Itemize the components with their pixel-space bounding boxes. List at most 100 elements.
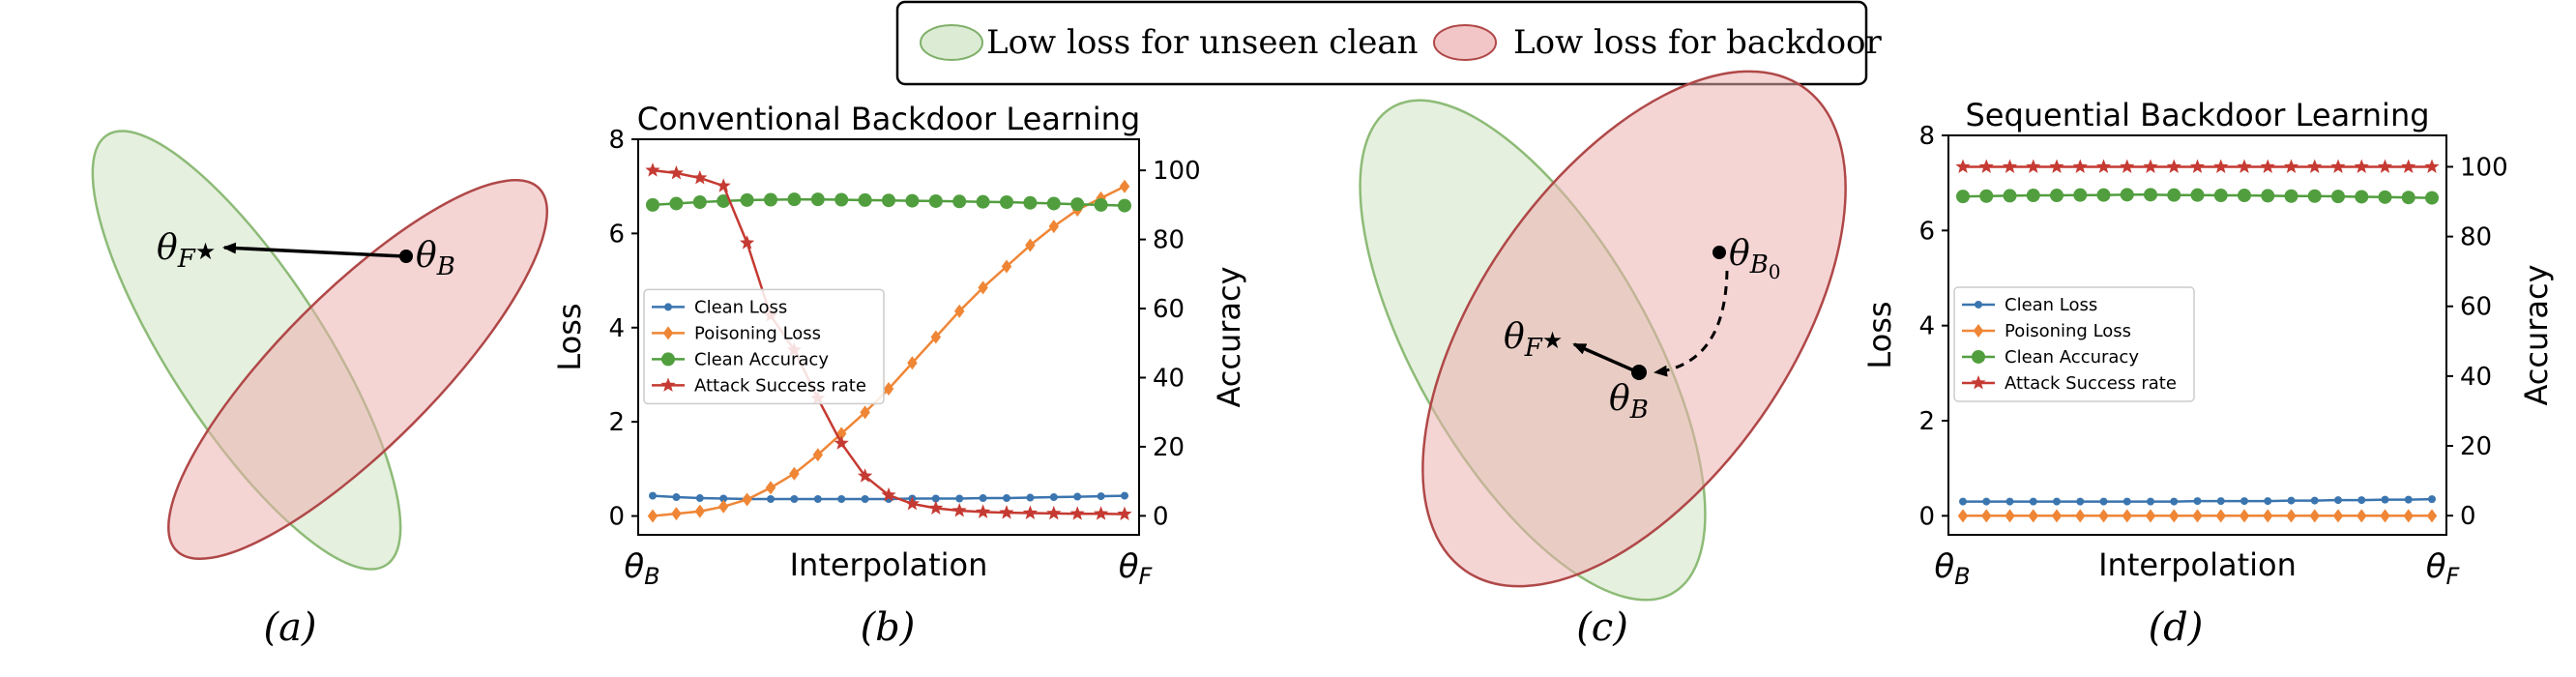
point-marker (2424, 159, 2440, 173)
backdoor-loss-region (1421, 70, 1847, 588)
point-marker (2380, 509, 2390, 523)
point-marker (1957, 509, 1969, 523)
point-marker (952, 194, 967, 209)
y-right-tick-label: 100 (1153, 157, 1201, 186)
point-marker (2003, 189, 2017, 203)
point-marker (1025, 238, 1036, 252)
point-marker (695, 494, 704, 503)
plot-frame (637, 138, 1140, 536)
point-marker (2263, 509, 2273, 523)
x-axis-label: Interpolation (2098, 546, 2297, 583)
point-marker (2286, 509, 2297, 523)
point-marker (1955, 159, 1971, 173)
point-marker (2283, 159, 2299, 173)
point-marker (2050, 189, 2064, 203)
point-marker (999, 505, 1014, 519)
point-marker (790, 494, 799, 503)
point-marker (2401, 191, 2415, 205)
y-right-tick-label: 20 (1153, 433, 1185, 462)
y-right-tick-label: 20 (2460, 432, 2492, 461)
point-marker (719, 494, 728, 503)
point-marker (1975, 300, 1982, 309)
point-marker (1046, 196, 1061, 211)
label-theta-b0: θB0 (1729, 234, 1781, 283)
y-right-tick-label: 0 (1153, 502, 1169, 531)
point-marker (649, 491, 657, 500)
point-marker (2240, 497, 2248, 506)
point-marker (834, 192, 849, 207)
legend-entry: Clean Accuracy (2005, 347, 2139, 368)
point-marker (2005, 497, 2014, 506)
point-marker (716, 178, 731, 192)
y-tick-label: 4 (608, 314, 625, 343)
point-marker (694, 504, 706, 518)
point-marker (951, 503, 967, 517)
point-marker (2144, 188, 2157, 202)
label-theta-f-star: θF★ (1504, 317, 1563, 363)
label-theta-b: θB (1609, 379, 1649, 425)
point-marker (1048, 220, 1060, 234)
point-marker (2355, 190, 2369, 204)
point-marker (1001, 259, 1012, 274)
y-tick-label: 0 (1918, 502, 1935, 531)
point-marker (2029, 497, 2037, 506)
point-marker (1094, 197, 1108, 212)
point-marker (1118, 198, 1131, 213)
point-marker (2053, 497, 2061, 506)
point-marker (2143, 159, 2158, 173)
point-marker (2381, 495, 2389, 504)
point-marker (1003, 494, 1010, 503)
point-theta-b (1631, 365, 1647, 380)
point-marker (2307, 159, 2323, 173)
point-marker (2403, 509, 2414, 523)
point-marker (2334, 496, 2342, 505)
point-marker (2404, 495, 2413, 504)
panel-label-c: (c) (1576, 605, 1628, 650)
dashed-path-theta-b0-to-theta-b (1654, 270, 1729, 377)
point-marker (2073, 188, 2088, 202)
point-marker (813, 494, 822, 503)
chart-title: Conventional Backdoor Learning (637, 101, 1140, 137)
point-marker (671, 507, 682, 521)
point-marker (2192, 509, 2203, 523)
point-marker (2075, 509, 2086, 523)
point-marker (2076, 497, 2085, 506)
point-marker (1978, 159, 1994, 173)
y-right-tick-label: 0 (2460, 502, 2476, 531)
point-marker (978, 280, 988, 295)
x-axis-label: Interpolation (790, 546, 988, 583)
series-poisoning-loss (647, 179, 1130, 523)
point-marker (692, 195, 707, 210)
point-marker (717, 499, 729, 514)
point-marker (905, 193, 920, 208)
point-marker (2354, 159, 2369, 173)
point-marker (812, 448, 824, 462)
point-marker (955, 494, 964, 503)
point-marker (928, 500, 944, 515)
point-marker (2330, 159, 2346, 173)
point-marker (2170, 497, 2179, 506)
point-marker (1026, 493, 1035, 502)
point-marker (2190, 188, 2205, 202)
point-marker (1119, 179, 1130, 193)
y-tick-label: 8 (1918, 122, 1935, 151)
point-marker (1959, 497, 1967, 506)
point-marker (2028, 509, 2038, 523)
point-marker (1097, 492, 1105, 501)
y-axis-label: Loss (551, 303, 588, 370)
point-marker (976, 194, 990, 209)
point-marker (928, 193, 943, 208)
point-marker (2072, 159, 2088, 173)
point-marker (2428, 495, 2436, 504)
legend-swatch-backdoor (1433, 24, 1497, 61)
point-marker (742, 492, 752, 507)
point-marker (660, 377, 676, 392)
point-marker (2426, 509, 2438, 523)
arrow-theta-b-to-theta-f (1572, 342, 1639, 374)
point-marker (645, 162, 660, 177)
point-marker (2051, 509, 2063, 523)
point-marker (672, 493, 681, 502)
